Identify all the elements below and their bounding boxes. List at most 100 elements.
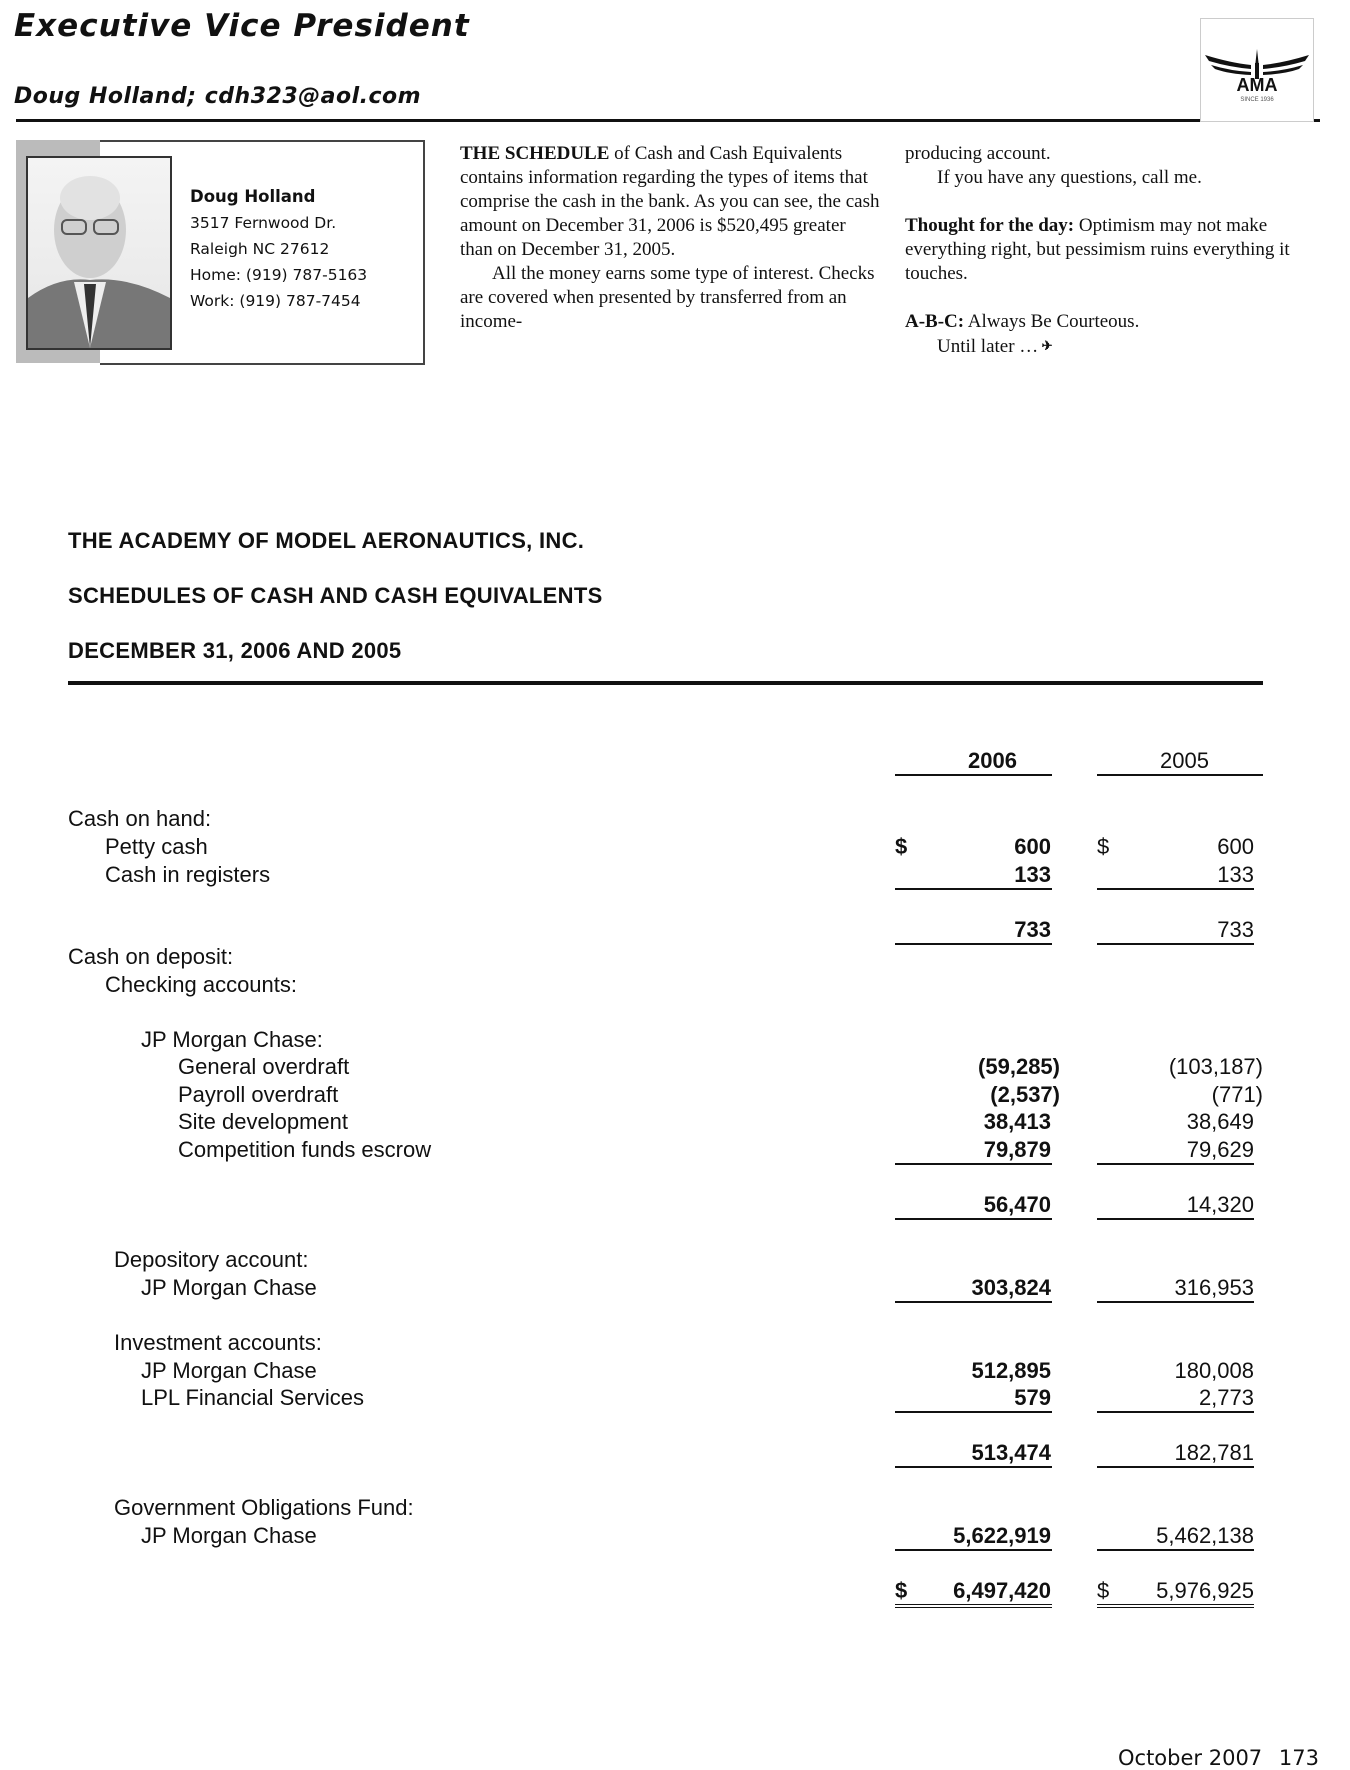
article-paragraph: THE SCHEDULE of Cash and Cash Equivalent… xyxy=(460,143,880,260)
value-cell-2006: $600 xyxy=(895,834,1052,860)
value-cell-2005: $600 xyxy=(1097,834,1254,860)
row-label: Petty cash xyxy=(105,834,208,859)
value-cell-2005: 733 xyxy=(1097,917,1254,945)
row-label: Cash on hand: xyxy=(68,806,212,831)
ama-wings-icon: AMA SINCE 1936 xyxy=(1205,49,1309,103)
value-cell-2006: 56,470 xyxy=(895,1192,1052,1220)
schedule-title: SCHEDULES OF CASH AND CASH EQUIVALENTS xyxy=(68,583,603,608)
row-label: JP Morgan Chase xyxy=(141,1523,317,1548)
table-row: 56,470 14,320 xyxy=(0,1192,1350,1220)
dollar-sign: $ xyxy=(1097,834,1110,859)
contact-address: 3517 Fernwood Dr. xyxy=(190,214,337,232)
amount: 600 xyxy=(1014,834,1051,859)
schedule-date: DECEMBER 31, 2006 AND 2005 xyxy=(68,638,402,663)
table-row: JP Morgan Chase 512,895 180,008 xyxy=(0,1358,1350,1386)
row-label: JP Morgan Chase xyxy=(141,1358,317,1383)
value-cell-2006: (2,537) xyxy=(895,1082,1060,1108)
value-cell-2006: 79,879 xyxy=(895,1137,1052,1165)
amount: 38,413 xyxy=(983,1109,1051,1134)
contact-city: Raleigh NC 27612 xyxy=(190,240,330,258)
amount: 79,629 xyxy=(1186,1137,1254,1162)
signoff: Until later … ✈ xyxy=(937,336,1053,357)
ama-logo: AMA SINCE 1936 xyxy=(1200,18,1314,122)
row-label: Government Obligations Fund: xyxy=(114,1495,414,1520)
author-contact-line: Doug Holland; cdh323@aol.com xyxy=(14,84,422,109)
amount: 6,497,420 xyxy=(953,1578,1051,1603)
article-paragraph: producing account. xyxy=(905,143,1051,164)
amount: 600 xyxy=(1217,834,1254,859)
value-cell-2006: 513,474 xyxy=(895,1440,1052,1468)
table-row: Site development 38,413 38,649 xyxy=(0,1109,1350,1137)
row-label: Cash in registers xyxy=(105,862,271,887)
table-row: LPL Financial Services 579 2,773 xyxy=(0,1385,1350,1413)
value-cell-2005: 38,649 xyxy=(1097,1109,1254,1135)
column-header-underline xyxy=(1097,774,1263,776)
table-row: Petty cash $600 $600 xyxy=(0,834,1350,862)
issue-date: October 2007 xyxy=(1118,1746,1263,1770)
header-divider xyxy=(16,119,1320,122)
amount: (771) xyxy=(1211,1082,1263,1107)
table-row: JP Morgan Chase 5,622,919 5,462,138 xyxy=(0,1523,1350,1551)
ama-mini-logo-icon: ✈ xyxy=(1038,338,1053,353)
author-photo xyxy=(26,156,172,350)
amount: 38,649 xyxy=(1186,1109,1254,1134)
page-number: 173 xyxy=(1278,1746,1319,1770)
value-cell-2006: 733 xyxy=(895,917,1052,945)
article-column-1: THE SCHEDULE of Cash and Cash Equivalent… xyxy=(460,142,880,334)
table-row: JP Morgan Chase: xyxy=(0,1027,1350,1055)
row-label: JP Morgan Chase: xyxy=(141,1027,323,1052)
table-row: Investment accounts: xyxy=(0,1330,1350,1358)
row-label: Competition funds escrow xyxy=(178,1137,432,1162)
value-cell-2005: $5,976,925 xyxy=(1097,1578,1254,1608)
value-cell-2006: (59,285) xyxy=(895,1054,1060,1080)
logo-subtext: SINCE 1936 xyxy=(1240,97,1274,103)
contact-name: Doug Holland xyxy=(190,187,316,206)
amount: 733 xyxy=(1217,917,1254,942)
amount: 5,462,138 xyxy=(1156,1523,1254,1548)
page-title: Executive Vice President xyxy=(14,8,470,44)
abc-note: A-B-C: Always Be Courteous. xyxy=(905,311,1140,332)
row-label: Checking accounts: xyxy=(105,972,297,997)
table-row: Checking accounts: xyxy=(0,972,1350,1000)
value-cell-2005: (771) xyxy=(1097,1082,1263,1108)
value-cell-2005: 182,781 xyxy=(1097,1440,1254,1468)
thought-for-the-day: Thought for the day: Optimism may not ma… xyxy=(905,215,1290,284)
schedule-org: THE ACADEMY OF MODEL AERONAUTICS, INC. xyxy=(68,528,585,553)
value-cell-2005: 79,629 xyxy=(1097,1137,1254,1165)
amount: 512,895 xyxy=(971,1358,1051,1383)
article-column-2: producing account. If you have any quest… xyxy=(905,142,1325,359)
row-label: JP Morgan Chase xyxy=(141,1275,317,1300)
amount: 14,320 xyxy=(1186,1192,1254,1217)
value-cell-2006: 303,824 xyxy=(895,1275,1052,1303)
article-paragraph: If you have any questions, call me. xyxy=(937,167,1202,188)
table-row: Cash on deposit: xyxy=(0,944,1350,972)
value-cell-2005: (103,187) xyxy=(1097,1054,1263,1080)
row-label: Depository account: xyxy=(114,1247,309,1272)
row-label: Site development xyxy=(178,1109,348,1134)
logo-text: AMA xyxy=(1237,75,1278,95)
value-cell-2006: 38,413 xyxy=(895,1109,1052,1135)
page-footer: October 2007 173 xyxy=(1118,1746,1319,1770)
row-label: Cash on deposit: xyxy=(68,944,234,969)
amount: 5,622,919 xyxy=(953,1523,1051,1548)
table-row: Government Obligations Fund: xyxy=(0,1495,1350,1523)
amount: 79,879 xyxy=(983,1137,1051,1162)
value-cell-2006: $6,497,420 xyxy=(895,1578,1052,1608)
value-cell-2006: 512,895 xyxy=(895,1358,1052,1384)
amount: 303,824 xyxy=(971,1275,1051,1300)
row-label: Payroll overdraft xyxy=(178,1082,339,1107)
amount: 133 xyxy=(1014,862,1051,887)
table-row: 303,824 316,953 xyxy=(0,1275,1350,1303)
amount: 56,470 xyxy=(983,1192,1051,1217)
value-cell-2005: 180,008 xyxy=(1097,1358,1254,1384)
contact-card: Doug Holland 3517 Fernwood Dr. Raleigh N… xyxy=(16,140,425,365)
table-row: Competition funds escrow 79,879 79,629 xyxy=(0,1137,1350,1165)
amount: (103,187) xyxy=(1168,1054,1263,1079)
row-label: LPL Financial Services xyxy=(141,1385,364,1410)
table-row: Depository account: xyxy=(0,1247,1350,1275)
table-row: Payroll overdraft (2,537) (771) xyxy=(0,1082,1350,1110)
value-cell-2005: 2,773 xyxy=(1097,1385,1254,1413)
column-header-2006: 2006 xyxy=(968,748,1017,773)
dollar-sign: $ xyxy=(895,1578,908,1603)
portrait-image xyxy=(28,176,170,348)
